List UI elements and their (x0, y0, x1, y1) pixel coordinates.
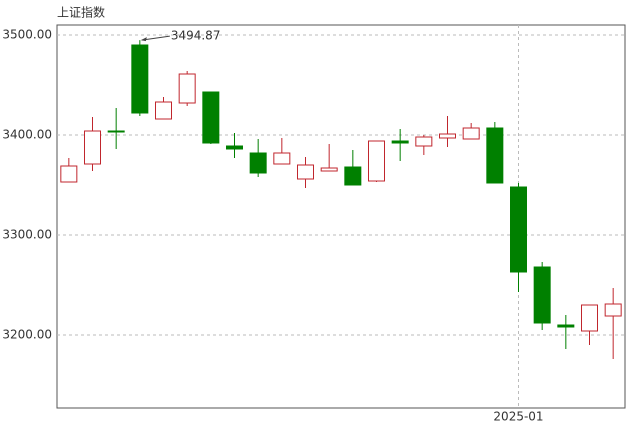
candle-body (604, 303, 622, 317)
candle-body (273, 152, 291, 165)
candle-body (107, 130, 125, 133)
y-tick-label: 3400.00 (2, 128, 52, 142)
annotation-arrow (141, 35, 170, 41)
y-tick-label: 3200.00 (2, 328, 52, 342)
candle-body (344, 166, 362, 186)
candle-body (226, 145, 243, 150)
candle-body (297, 164, 314, 180)
x-tick-label: 2025-01 (493, 410, 543, 424)
chart-title: 上证指数 (57, 5, 105, 20)
plot-frame (56, 24, 626, 409)
candle-body (581, 304, 598, 332)
candle-body (249, 152, 267, 174)
y-tick-label: 3500.00 (2, 28, 52, 42)
candle-body (131, 44, 149, 114)
candle-body (84, 130, 101, 165)
candle-body (320, 167, 338, 172)
candle-body (462, 127, 480, 140)
candle-body (155, 101, 172, 120)
candle-body (533, 266, 551, 324)
candle-body (202, 91, 220, 144)
candle-body (510, 186, 527, 273)
y-tick-label: 3300.00 (2, 228, 52, 242)
candle-body (557, 324, 575, 328)
candle-body (178, 73, 196, 104)
annotation-arrowhead (140, 37, 147, 42)
candle-body (486, 127, 504, 184)
max-label: 3494.87 (171, 29, 221, 43)
candle-body (391, 140, 409, 144)
candle-body (60, 165, 78, 183)
candle-body (439, 133, 456, 139)
candle-body (368, 140, 385, 182)
candle-body (415, 136, 433, 147)
